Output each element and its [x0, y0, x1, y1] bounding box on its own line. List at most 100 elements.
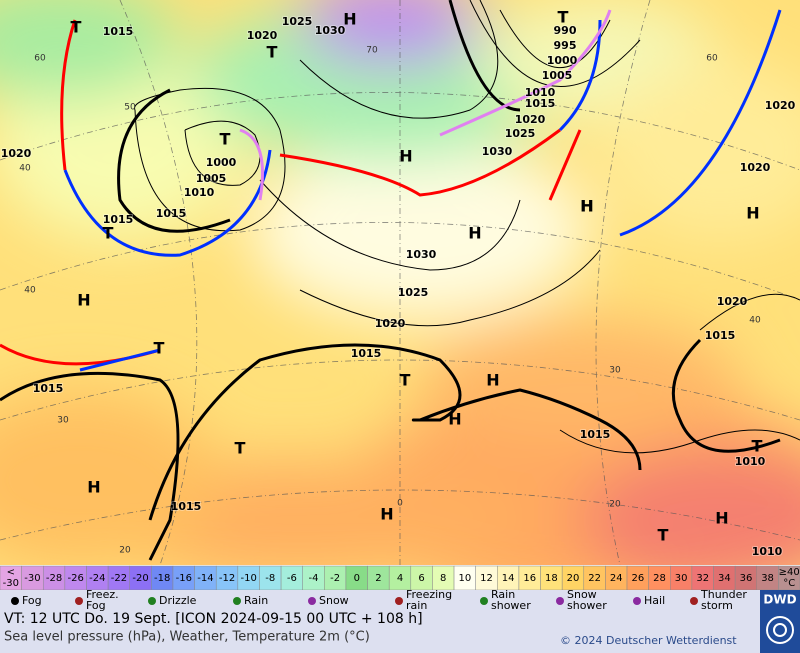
isobar-label: 1025: [505, 127, 536, 140]
weather-legend-label: Rain: [244, 594, 268, 607]
weather-legend-label: shower: [567, 599, 607, 612]
scale-label: -30: [3, 578, 19, 589]
temperature-scale: <-30 -30 -28 -26 -24 -22 -20 -18 -16 -14 -12 -10 -8-…: [0, 565, 800, 591]
bold-isobars: [0, 0, 781, 561]
isobar-label: 1020: [515, 113, 546, 126]
weather-icon: [395, 597, 403, 605]
pressure-center: H: [746, 204, 759, 223]
isobar-label: 1025: [282, 15, 313, 28]
scale-label: ≥40: [779, 567, 800, 578]
latitude-label: 30: [57, 416, 69, 426]
weather-legend-label: rain: [406, 599, 427, 612]
isobar-label: 990: [554, 24, 577, 37]
scale-label: 12: [480, 573, 493, 584]
logo-icon: [766, 616, 794, 644]
scale-label: 24: [610, 573, 623, 584]
isobar-label: 1005: [542, 69, 573, 82]
logo-icon: [773, 623, 787, 637]
isobar-label: 1020: [1, 147, 32, 160]
pressure-center: T: [71, 18, 82, 37]
pressure-center: H: [580, 197, 593, 216]
scale-label: 20: [567, 573, 580, 584]
isobar-label: 1000: [547, 54, 578, 67]
isobar-label: 1020: [765, 99, 796, 112]
weather-legend-label: Rain: [491, 588, 515, 601]
scale-label: -14: [197, 573, 213, 584]
scale-label: -4: [309, 573, 319, 584]
weather-legend-label: shower: [491, 599, 531, 612]
latitude-label: 50: [124, 103, 136, 113]
isobar-label: 1030: [406, 248, 437, 261]
latitude-label: 40: [24, 286, 36, 296]
scale-label: 30: [675, 573, 688, 584]
pressure-center: T: [558, 8, 569, 27]
isobar-label: 1015: [351, 347, 382, 360]
weather-icon: [633, 597, 641, 605]
pressure-center: H: [580, 197, 593, 216]
isobar-label: 1005: [196, 172, 227, 185]
weather-icon: [75, 597, 83, 605]
weather-legend-label: Snow: [567, 588, 597, 601]
pressure-center: T: [658, 526, 669, 545]
weather-icon: [556, 597, 564, 605]
scale-label: 0: [354, 573, 360, 584]
scale-label: 2: [375, 573, 381, 584]
isobar-label: 1030: [315, 24, 346, 37]
isobar-label: 1010: [752, 545, 783, 558]
graticule: [0, 0, 800, 565]
pressure-center: T: [154, 339, 165, 358]
weather-legend: Fog Freez.Fog Drizzle Rain Snow FreezingrainR…: [11, 588, 747, 612]
latitude-label: 60: [34, 54, 46, 64]
scale-label: <: [7, 567, 15, 578]
weather-legend-label: Drizzle: [159, 594, 197, 607]
latitude-label: 70: [366, 46, 378, 56]
scale-label: -8: [265, 573, 275, 584]
latitude-label: 40: [749, 316, 761, 326]
isobar-label: 1025: [398, 286, 429, 299]
weather-legend-label: Fog: [22, 594, 42, 607]
isobar-label: 1010: [184, 186, 215, 199]
latitude-label: 60: [706, 54, 718, 64]
scale-label: 16: [523, 573, 536, 584]
scale-label: -30: [24, 573, 40, 584]
pressure-center: H: [87, 478, 100, 497]
pressure-center: H: [77, 291, 90, 310]
weather-icon: [11, 597, 19, 605]
scale-label: 28: [653, 573, 666, 584]
latitude-label: 40: [19, 164, 31, 174]
scale-label: 8: [440, 573, 446, 584]
pressure-center: H: [468, 224, 481, 243]
isobar-label: 1020: [740, 161, 771, 174]
isobar-label: 995: [554, 39, 577, 52]
scale-label: -22: [111, 573, 127, 584]
weather-legend-label: Fog: [86, 599, 106, 612]
isobar-label: 1020: [247, 29, 278, 42]
scale-label: -12: [219, 573, 235, 584]
weather-icon: [480, 597, 488, 605]
latitude-label: 30: [609, 366, 621, 376]
weather-legend-label: Freez.: [86, 588, 119, 601]
scale-label: 34: [718, 573, 731, 584]
scale-label: -6: [287, 573, 297, 584]
latitude-label: 20: [119, 546, 131, 556]
pressure-center: H: [399, 147, 412, 166]
valid-time: VT: 12 UTC Do. 19 Sept. [ICON 2024-09-15…: [4, 611, 423, 627]
pressure-center: T: [267, 43, 278, 62]
weather-legend-label: Freezing: [406, 588, 452, 601]
scale-label: -10: [240, 573, 256, 584]
scale-label: 32: [696, 573, 709, 584]
pressure-center: T: [103, 224, 114, 243]
latitude-label: 20: [609, 500, 621, 510]
pressure-center: H: [343, 10, 356, 29]
isobar-label: 1015: [33, 382, 64, 395]
isobar-label: 1030: [482, 145, 513, 158]
isobar-label: 1015: [103, 213, 134, 226]
pressure-center: H: [448, 410, 461, 429]
weather-legend-label: Snow: [319, 594, 349, 607]
scale-label: 36: [740, 573, 753, 584]
scale-label: -20: [132, 573, 148, 584]
footer-bg: [0, 612, 760, 653]
isobar-label: 1020: [375, 317, 406, 330]
scale-label: 26: [631, 573, 644, 584]
